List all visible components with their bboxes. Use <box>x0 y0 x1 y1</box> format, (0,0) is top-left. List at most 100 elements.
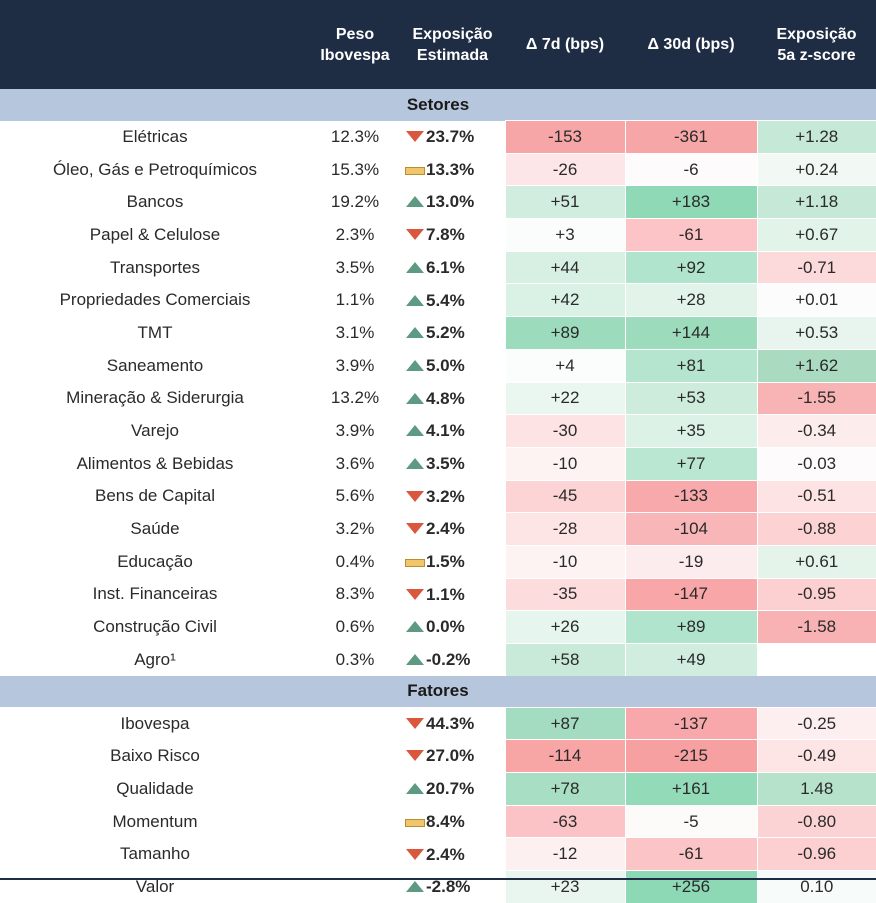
row-peso: 5.6% <box>335 486 375 506</box>
row-peso: 8.3% <box>335 584 375 604</box>
trend-icon <box>404 323 426 343</box>
row-name: Varejo <box>131 421 179 441</box>
row-exposicao: 13.3% <box>400 153 505 186</box>
table-row: Qualidade 20.7% +78 +161 1.48 <box>0 772 876 806</box>
row-peso: 0.3% <box>335 649 375 669</box>
row-name: Bancos <box>126 192 184 212</box>
trend-icon <box>404 845 426 865</box>
row-exposicao: 5.4% <box>400 284 505 317</box>
table-row: Saúde 3.2% 2.4% -28 -104 -0.88 <box>0 512 876 546</box>
row-d30: -61 <box>624 218 757 252</box>
row-exposicao: 1.1% <box>400 578 505 611</box>
row-peso <box>310 740 400 773</box>
row-peso: 0.4% <box>335 551 375 571</box>
trend-icon <box>404 487 426 507</box>
section-title: Setores <box>0 89 876 121</box>
exposicao-value: 5.0% <box>426 355 465 375</box>
triangle-up-icon <box>406 294 424 306</box>
row-exposicao: 4.1% <box>400 415 505 448</box>
row-peso: 3.9% <box>335 355 375 375</box>
row-d7: -26 <box>504 152 625 186</box>
section-header: Fatores <box>0 675 876 708</box>
row-d30: +49 <box>624 642 757 676</box>
trend-icon <box>404 714 426 734</box>
row-name: Momentum <box>112 811 198 831</box>
trend-icon <box>404 389 426 409</box>
row-exposicao: 1.5% <box>400 545 505 578</box>
row-zscore <box>756 642 876 676</box>
row-d7: -63 <box>504 804 625 838</box>
row-d7: +3 <box>504 218 625 252</box>
exposicao-value: 3.2% <box>426 486 465 506</box>
row-name: Alimentos & Bebidas <box>76 453 234 473</box>
exposicao-value: 2.4% <box>426 844 465 864</box>
row-d30: +53 <box>624 381 757 415</box>
row-name: Construção Civil <box>93 617 217 637</box>
row-peso: 15.3% <box>330 159 380 179</box>
triangle-up-icon <box>406 327 424 339</box>
table-row: Papel & Celulose 2.3% 7.8% +3 -61 +0.67 <box>0 218 876 252</box>
row-d7: -28 <box>504 512 625 546</box>
row-exposicao: 3.5% <box>400 447 505 480</box>
row-d7: +78 <box>504 772 625 806</box>
row-exposicao: 7.8% <box>400 219 505 252</box>
row-d7: -10 <box>504 544 625 579</box>
triangle-down-icon <box>406 131 424 143</box>
flat-bar-icon <box>405 166 425 175</box>
exposicao-value: 5.2% <box>426 323 465 343</box>
table-row: Mineração & Siderurgia 13.2% 4.8% +22 +53 -1.… <box>0 381 876 415</box>
row-zscore: -0.34 <box>756 414 876 448</box>
trend-icon <box>404 519 426 539</box>
table-row: Transportes 3.5% 6.1% +44 +92 -0.71 <box>0 250 876 284</box>
row-peso <box>310 773 400 806</box>
row-name: Ibovespa <box>120 713 190 733</box>
row-peso: 3.5% <box>335 257 375 277</box>
exposicao-value: 20.7% <box>426 779 475 799</box>
row-name: Agro¹ <box>134 649 176 669</box>
header-row: Peso Ibovespa Exposição Estimada Δ 7d (bps… <box>0 0 876 89</box>
row-zscore: +0.01 <box>756 283 876 317</box>
row-exposicao: 13.0% <box>400 186 505 219</box>
row-d30: -5 <box>624 804 757 838</box>
row-d30: -361 <box>624 120 757 154</box>
row-peso: 2.3% <box>335 224 375 244</box>
row-d7: +44 <box>504 250 625 284</box>
row-exposicao: 4.8% <box>400 382 505 415</box>
row-name: Baixo Risco <box>110 746 200 766</box>
table-row: Propriedades Comerciais 1.1% 5.4% +42 +28 +0.… <box>0 283 876 317</box>
row-peso <box>310 707 400 740</box>
row-d30: +77 <box>624 446 757 481</box>
row-d7: -35 <box>504 577 625 611</box>
flat-bar-icon <box>405 559 425 568</box>
row-zscore: +1.62 <box>756 348 876 382</box>
row-peso: 19.2% <box>330 192 380 212</box>
row-name: Inst. Financeiras <box>92 584 218 604</box>
trend-icon <box>404 617 426 637</box>
row-d30: +183 <box>624 185 757 219</box>
table-row: Bens de Capital 5.6% 3.2% -45 -133 -0.51 <box>0 479 876 513</box>
row-zscore: +1.18 <box>756 185 876 219</box>
row-zscore: -0.03 <box>756 446 876 481</box>
row-d7: +51 <box>504 185 625 219</box>
row-d7: +26 <box>504 610 625 644</box>
row-name: Tamanho <box>120 844 190 864</box>
triangle-up-icon <box>406 261 424 273</box>
row-zscore: -0.25 <box>756 706 876 740</box>
row-name: Transportes <box>109 257 201 277</box>
row-d30: -19 <box>624 544 757 579</box>
triangle-up-icon <box>406 653 424 665</box>
row-exposicao: 23.7% <box>400 121 505 154</box>
triangle-up-icon <box>406 359 424 371</box>
row-name: Propriedades Comerciais <box>59 290 251 310</box>
row-exposicao: 5.2% <box>400 317 505 350</box>
triangle-down-icon <box>406 523 424 535</box>
row-d30: +89 <box>624 610 757 644</box>
row-zscore: -0.49 <box>756 739 876 773</box>
row-d7: -30 <box>504 414 625 448</box>
exposicao-value: 4.1% <box>426 421 465 441</box>
exposicao-value: 1.1% <box>426 584 465 604</box>
row-d30: +81 <box>624 348 757 382</box>
trend-icon <box>404 454 426 474</box>
exposicao-value: 13.0% <box>426 192 475 212</box>
table-row: Agro¹ 0.3% -0.2% +58 +49 <box>0 642 876 676</box>
